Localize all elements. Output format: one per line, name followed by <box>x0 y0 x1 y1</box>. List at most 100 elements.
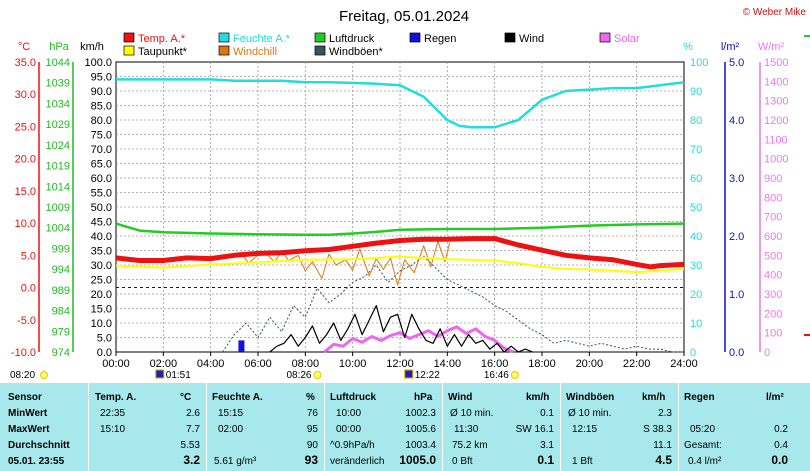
credit-text: © Weber Mike <box>743 7 807 18</box>
rain-tick-label: 0.0 <box>729 347 744 359</box>
header-humidity-unit: % <box>306 392 315 403</box>
gust-beaufort: 1 Bft <box>572 456 593 467</box>
header-humidity: Feuchte A. <box>212 392 263 403</box>
wind-current: 0.1 <box>537 453 554 467</box>
temp-max: 7.7 <box>186 424 200 435</box>
legend-swatch <box>123 45 135 56</box>
pressure-avg: 1003.4 <box>405 440 436 451</box>
humidity-tick-label: 60 <box>690 173 702 185</box>
solar-tick-label: 300 <box>764 289 782 301</box>
gust-avg10: 2.3 <box>658 408 672 419</box>
wind-tick-label: 25.0 <box>91 275 112 287</box>
table-divider <box>88 383 89 471</box>
pressure-max-time: 00:00 <box>336 424 362 435</box>
solar-tick-label: 600 <box>764 231 782 243</box>
header-temp: Temp. A. <box>95 392 137 403</box>
wind-tick-label: 85.0 <box>91 101 112 113</box>
temp-current: 3.2 <box>183 453 200 467</box>
humidity-max: 95 <box>306 424 318 435</box>
humidity-tick-label: 20 <box>690 289 702 301</box>
rain-tick-label: 5.0 <box>729 57 744 69</box>
humidity-tick-label: 70 <box>690 144 702 156</box>
wind-max: SW 16.1 <box>515 424 554 435</box>
wind-avg10-label: Ø 10 min. <box>450 408 494 419</box>
header-pressure: Luftdruck <box>330 392 377 403</box>
header-wind: Wind <box>448 392 473 403</box>
series-luftdruck <box>115 222 685 237</box>
moon-icon <box>155 369 165 379</box>
solar-axis-unit: W/m² <box>758 41 785 53</box>
rain-tick-label: 3.0 <box>729 173 744 185</box>
legend-swatch <box>314 32 326 43</box>
gust-current: 4.5 <box>655 453 672 467</box>
rain-tick-label: 2.0 <box>729 231 744 243</box>
temp-tick-label: 25.0 <box>15 121 36 133</box>
temp-axis-unit: °C <box>18 41 30 53</box>
wind-distance: 75.2 km <box>452 440 488 451</box>
x-tick-label: 06:00 <box>244 358 272 370</box>
temp-tick-label: 20.0 <box>15 154 36 166</box>
rain-total-label: Gesamt: <box>684 440 722 451</box>
stats-table: Sensor MinWert MaxWert Durchschnitt 05.0… <box>0 383 810 471</box>
time-marker-label: 12:22 <box>415 370 440 381</box>
row-label-avg: Durchschnitt <box>8 440 70 451</box>
x-tick-label: 20:00 <box>576 358 604 370</box>
pressure-tick-label: 1024 <box>46 140 70 152</box>
solar-tick-label: 700 <box>764 212 782 224</box>
pressure-tick-label: 1009 <box>46 202 70 214</box>
pressure-tick-label: 1034 <box>46 98 70 110</box>
pressure-tick-label: 1029 <box>46 119 70 131</box>
humidity-tick-label: 0 <box>690 347 696 359</box>
pressure-max: 1005.6 <box>405 424 436 435</box>
wind-tick-label: 75.0 <box>91 130 112 142</box>
table-divider <box>206 383 207 471</box>
sun-icon <box>40 371 48 379</box>
gust-max: S 38.3 <box>643 424 672 435</box>
moon-icon <box>404 369 414 379</box>
wind-tick-label: 95.0 <box>91 72 112 84</box>
pressure-tick-label: 984 <box>52 306 70 318</box>
humidity-axis-unit: % <box>683 41 693 53</box>
pressure-tick-label: 989 <box>52 285 70 297</box>
solar-tick-label: 1200 <box>764 115 788 127</box>
temp-tick-label: -5.0 <box>17 315 36 327</box>
rain-bar <box>238 340 245 352</box>
chart-axes: 00:00 02:00 04:00 06:00 08:00 10:00 12:00 14:00… <box>10 35 810 381</box>
header-wind-unit: km/h <box>526 392 550 403</box>
temp-tick-label: 15.0 <box>15 186 36 198</box>
solar-tick-label: 400 <box>764 270 782 282</box>
time-marker-label: 08:26 <box>286 370 311 381</box>
humidity-current: 93 <box>304 453 318 467</box>
pressure-tick-label: 974 <box>52 347 70 359</box>
wind-max-time: 11:30 <box>454 424 479 435</box>
x-tick-label: 22:00 <box>623 358 651 370</box>
sun-icon <box>510 371 519 379</box>
series-solar <box>323 325 515 354</box>
x-tick-label: 00:00 <box>102 358 130 370</box>
x-tick-label: 10:00 <box>339 358 367 370</box>
legend-swatch <box>599 32 611 43</box>
legend-swatch <box>504 32 516 43</box>
chart-grid <box>115 61 685 353</box>
legend-label: Temp. A.* <box>138 33 186 45</box>
legend-swatch <box>409 32 421 43</box>
legend-swatch <box>314 45 326 56</box>
rain-tick-label: 4.0 <box>729 115 744 127</box>
temp-avg: 5.53 <box>180 440 200 451</box>
gust-avg: 11.1 <box>653 440 672 451</box>
header-gust-unit: km/h <box>642 392 666 403</box>
wind-beaufort: 0 Bft <box>452 456 473 467</box>
time-marker-label: 08:20 <box>10 370 35 381</box>
pressure-tendency: veränderlich <box>330 456 385 467</box>
sun-icon <box>313 371 322 379</box>
wind-tick-label: 5.0 <box>97 333 112 345</box>
header-pressure-unit: hPa <box>414 392 433 403</box>
wind-avg: 3.1 <box>540 440 554 451</box>
chart-title: Freitag, 05.01.2024 <box>339 8 469 25</box>
x-tick-label: 16:00 <box>481 358 509 370</box>
solar-tick-label: 100 <box>764 328 782 340</box>
temp-min: 2.6 <box>186 408 200 419</box>
pressure-tick-label: 1019 <box>46 161 70 173</box>
rain-rate: 0.4 l/m² <box>688 456 722 467</box>
solar-tick-label: 900 <box>764 173 782 185</box>
